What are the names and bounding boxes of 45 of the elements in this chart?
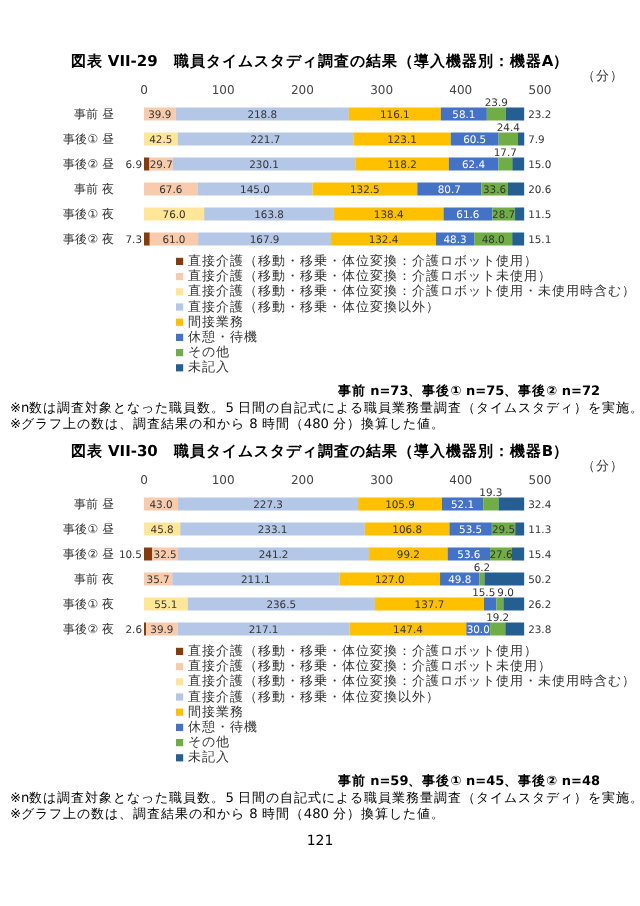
bar	[517, 132, 525, 146]
bar	[498, 497, 525, 511]
bar	[486, 107, 506, 121]
bar	[333, 207, 444, 221]
bar	[511, 547, 525, 561]
bar	[180, 522, 365, 536]
bar	[348, 107, 441, 121]
bar	[144, 232, 150, 246]
bar	[512, 232, 525, 246]
bar	[355, 157, 449, 171]
bar	[198, 232, 332, 246]
bar	[515, 207, 525, 221]
bar	[178, 497, 359, 511]
bar	[197, 182, 313, 196]
bar	[512, 157, 525, 171]
bar	[507, 182, 525, 196]
bar	[339, 572, 441, 586]
bar	[353, 132, 451, 146]
bar	[144, 547, 153, 561]
bar	[177, 622, 350, 636]
bar	[374, 597, 485, 611]
bar	[505, 107, 525, 121]
bar	[498, 132, 518, 146]
bar	[144, 157, 150, 171]
bar	[490, 622, 506, 636]
bar	[505, 622, 525, 636]
bar	[172, 572, 340, 586]
bar	[331, 232, 436, 246]
bar	[187, 597, 375, 611]
bar	[178, 547, 370, 561]
bar	[498, 157, 513, 171]
bar	[204, 207, 334, 221]
bar	[369, 547, 448, 561]
bar	[483, 497, 499, 511]
bar	[496, 597, 504, 611]
bar	[479, 572, 485, 586]
bar	[484, 597, 497, 611]
bar	[515, 522, 525, 536]
bar	[503, 597, 525, 611]
bar	[175, 107, 349, 121]
bar	[177, 132, 354, 146]
bar	[172, 157, 356, 171]
bar	[484, 572, 525, 586]
bar	[312, 182, 418, 196]
bar	[349, 622, 467, 636]
